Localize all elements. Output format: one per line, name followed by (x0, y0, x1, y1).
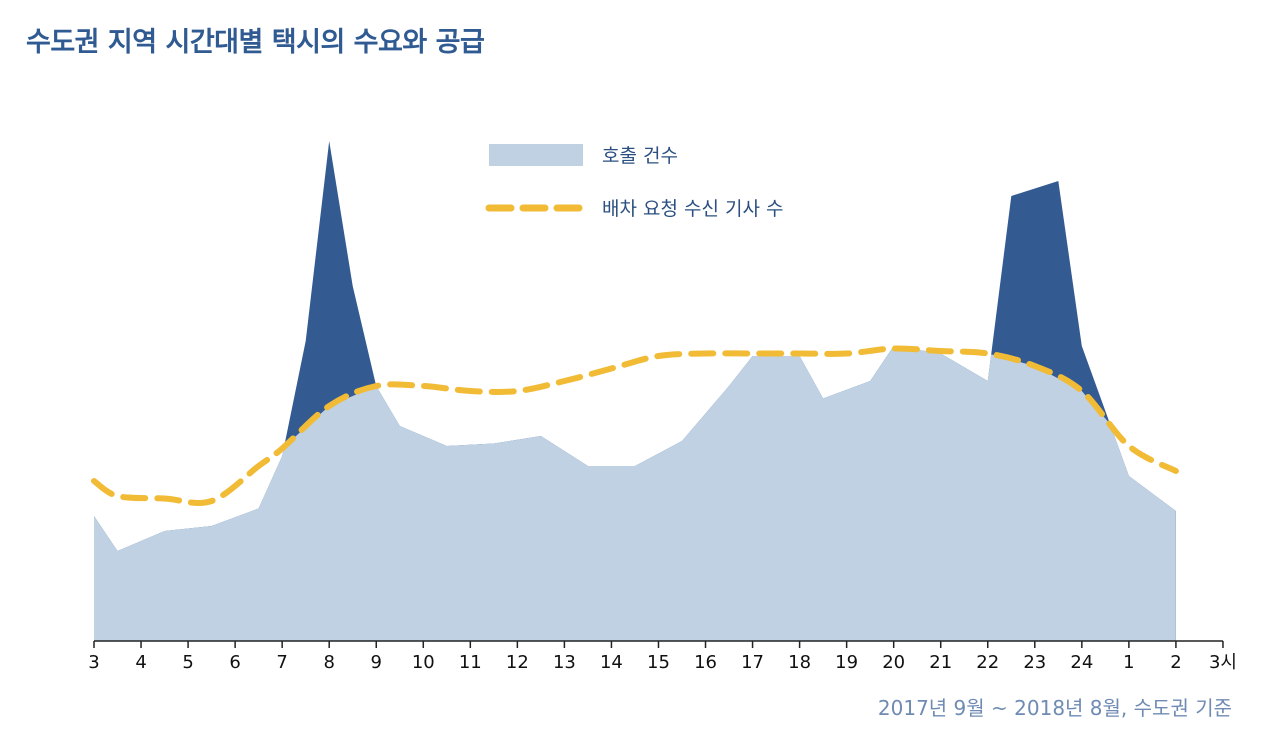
x-tick-label: 14 (600, 652, 623, 673)
x-tick-label: 2 (1170, 652, 1181, 673)
x-tick-label: 5 (182, 652, 193, 673)
legend: 호출 건수 배차 요청 수신 기사 수 (485, 144, 783, 220)
legend-line-label: 배차 요청 수신 기사 수 (602, 198, 783, 220)
x-tick-label: 1 (1123, 652, 1134, 673)
chart-title: 수도권 지역 시간대별 택시의 수요와 공급 (26, 27, 485, 58)
x-tick-label: 7 (276, 652, 287, 673)
x-tick-label: 17 (741, 652, 764, 673)
x-tick-label: 20 (882, 652, 905, 673)
x-tick-label: 23 (1023, 652, 1046, 673)
demand-area (94, 348, 1176, 641)
x-tick-label: 24 (1070, 652, 1093, 673)
demand-area-layer (94, 348, 1176, 641)
x-tick-label: 8 (323, 652, 334, 673)
source-note: 2017년 9월 ~ 2018년 8월, 수도권 기준 (877, 696, 1232, 720)
x-tick-label: 13 (553, 652, 576, 673)
supply-line (91, 345, 1179, 506)
x-tick-label: 21 (929, 652, 952, 673)
x-tick-label: 3시 (1209, 652, 1237, 673)
x-tick-label: 18 (788, 652, 811, 673)
x-tick-label: 22 (976, 652, 999, 673)
x-axis: 3 4 5 6 7 8 9 10 11 12 13 14 15 16 17 18 19 20 21 22 23 24 1 2 3… (88, 640, 1237, 673)
x-tick-label: 11 (459, 652, 482, 673)
x-tick-label: 4 (135, 652, 146, 673)
x-tick-label: 19 (835, 652, 858, 673)
x-tick-label: 9 (371, 652, 382, 673)
x-tick-label: 3 (88, 652, 99, 673)
x-tick-label: 12 (506, 652, 529, 673)
x-tick-label: 6 (229, 652, 240, 673)
x-tick-label: 16 (694, 652, 717, 673)
legend-area-label: 호출 건수 (602, 145, 678, 167)
legend-area-swatch (489, 144, 583, 166)
x-tick-label: 10 (412, 652, 435, 673)
x-tick-label: 15 (647, 652, 670, 673)
supply-line-layer (91, 345, 1179, 506)
